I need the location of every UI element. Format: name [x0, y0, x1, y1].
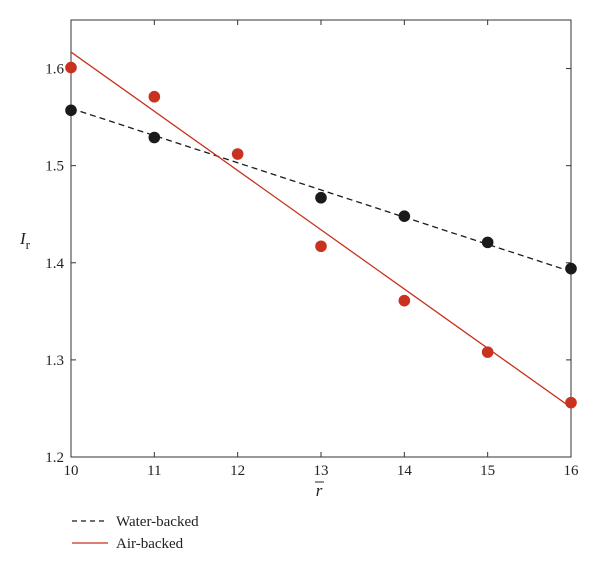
y-tick-label: 1.6 [45, 62, 64, 78]
x-tick-label: 15 [480, 463, 495, 479]
x-tick-label: 10 [64, 463, 79, 479]
point-water-backed [65, 104, 77, 117]
point-air-backed [65, 61, 77, 74]
x-tick-label: 16 [564, 463, 580, 479]
x-tick-label: 11 [147, 463, 161, 479]
point-air-backed [565, 396, 577, 409]
points [65, 61, 577, 409]
ticks: 10 11 12 13 14 15 16 1.2 1.3 1.4 1.5 1.6 [45, 20, 579, 479]
y-axis-label-subscript: r [26, 237, 31, 252]
legend-label-water-backed: Water-backed [116, 514, 199, 530]
plot-frame [70, 19, 572, 458]
legend: Water-backed Air-backed [72, 514, 199, 552]
y-tick-label: 1.4 [45, 256, 64, 272]
y-axis-label: Ir [19, 229, 31, 252]
point-air-backed [398, 294, 411, 307]
point-water-backed [481, 236, 494, 249]
point-water-backed [398, 210, 411, 222]
fit-line-water-backed [71, 107, 571, 273]
point-water-backed [565, 262, 577, 275]
point-air-backed [231, 148, 244, 160]
x-tick-label: 12 [230, 463, 245, 479]
fit-lines [71, 51, 571, 409]
x-axis-label: r [316, 481, 323, 500]
legend-label-air-backed: Air-backed [116, 536, 184, 552]
y-tick-label: 1.3 [45, 353, 64, 369]
fit-line-air-backed [71, 51, 571, 409]
x-tick-label: 13 [314, 463, 329, 479]
point-air-backed [315, 240, 327, 253]
y-tick-label: 1.2 [45, 450, 64, 466]
y-axis-label-main: I [19, 229, 27, 248]
y-tick-label: 1.5 [45, 159, 64, 175]
point-air-backed [481, 346, 494, 358]
x-tick-label: 14 [397, 463, 413, 479]
point-water-backed [315, 191, 327, 204]
point-air-backed [148, 90, 161, 103]
point-water-backed [148, 131, 161, 144]
